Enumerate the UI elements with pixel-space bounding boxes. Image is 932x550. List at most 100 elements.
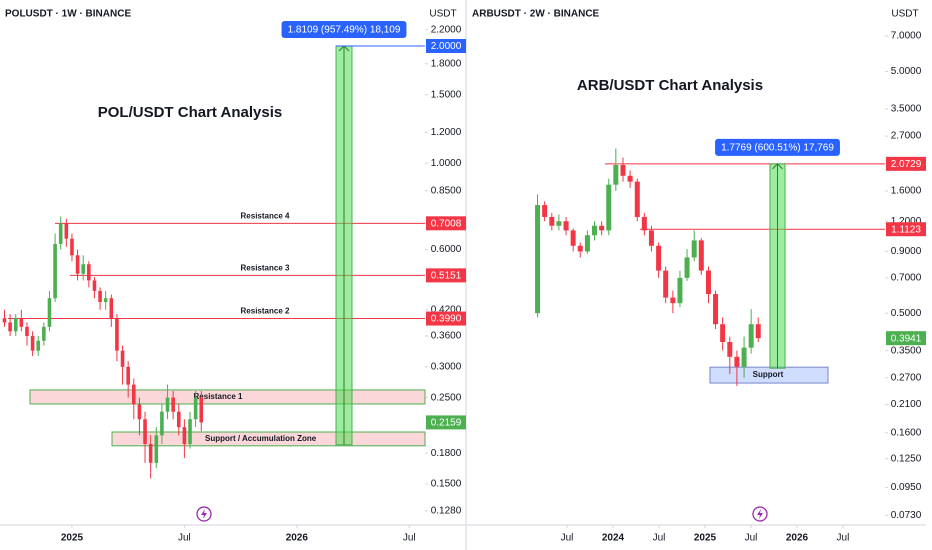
candle-body: [81, 264, 86, 274]
candle-body: [606, 184, 612, 231]
zone: [709, 366, 829, 384]
price-label: 0.2159: [431, 418, 462, 429]
resistance-label: Resistance 2: [241, 307, 290, 316]
candle-body: [641, 216, 647, 231]
x-tick-label: 2024: [602, 533, 625, 544]
candle-body: [42, 326, 46, 341]
price-label-box: [426, 38, 466, 53]
y-tick-label: 3.5000: [891, 103, 922, 114]
x-tick-label: Jul: [745, 533, 758, 544]
candle-body: [75, 255, 80, 274]
price-label-box: [886, 222, 926, 237]
resistance-label: Resistance 3: [241, 263, 290, 272]
zone-label: Support / Accumulation Zone: [205, 434, 317, 443]
replay-icon[interactable]: [196, 506, 212, 522]
x-tick-label: 2025: [694, 533, 717, 544]
candle-body: [137, 404, 142, 420]
candle-body: [577, 245, 583, 252]
candle-body: [188, 419, 192, 445]
y-tick-label: 1.5000: [431, 89, 462, 100]
candle-body: [656, 245, 662, 271]
price-label: 2.0729: [891, 159, 922, 170]
zone-label: Resistance 1: [194, 392, 243, 401]
measure-arrow-head: [772, 163, 783, 170]
y-tick-label: 0.1500: [431, 479, 462, 490]
y-tick-label: 1.0000: [431, 158, 462, 169]
y-tick-label: 0.1800: [431, 448, 462, 459]
measure-label-box: [715, 138, 840, 156]
y-tick-label: 1.8000: [431, 58, 462, 69]
price-label: 0.5151: [431, 271, 462, 282]
price-label: 1.1123: [891, 224, 921, 235]
y-tick-label: 0.0730: [891, 510, 922, 521]
candle-body: [53, 244, 57, 299]
candle-body: [720, 324, 726, 342]
candle-body: [570, 230, 576, 246]
candle-body: [115, 318, 119, 351]
candle-body: [620, 165, 626, 176]
y-tick-label: 0.1280: [431, 505, 462, 516]
candle-body: [70, 238, 74, 256]
y-tick-label: 1.2000: [891, 216, 922, 227]
measure-label-box: [281, 20, 407, 38]
chart-annotation-title: ARB/USDT Chart Analysis: [577, 77, 763, 94]
candle-body: [165, 397, 170, 412]
candle-body: [64, 223, 69, 239]
y-tick-label: 2.2000: [431, 25, 462, 36]
axis-unit: USDT: [891, 9, 918, 20]
candle-body: [87, 264, 91, 281]
zone-label: Support: [753, 370, 784, 379]
y-tick-label: 1.2000: [431, 127, 462, 138]
y-tick-label: 0.0950: [891, 482, 922, 493]
price-label-box: [426, 268, 466, 283]
measure-label: 1.8109 (957.49%) 18,109: [288, 25, 401, 36]
y-tick-label: 0.3500: [891, 345, 922, 356]
y-tick-label: 2.7000: [891, 131, 922, 142]
candle-body: [734, 356, 740, 367]
candle-body: [591, 225, 597, 236]
y-tick-label: 0.7000: [891, 272, 922, 283]
x-tick-label: 2026: [286, 533, 309, 544]
candle-body: [103, 298, 108, 303]
y-tick-label: 0.2500: [431, 392, 462, 403]
candle-body: [176, 411, 181, 428]
candle-body: [148, 444, 153, 463]
x-tick-label: Jul: [178, 533, 191, 544]
candle-body: [634, 181, 640, 217]
candle-body: [36, 340, 41, 351]
candle-body: [663, 270, 669, 298]
price-label-box: [426, 216, 466, 231]
y-tick-label: 0.9000: [891, 246, 922, 257]
candle-body: [13, 318, 18, 332]
candle-body: [154, 435, 159, 463]
candle-body: [755, 324, 761, 339]
candle-body: [691, 240, 697, 258]
candle-body: [542, 205, 548, 217]
candle-body: [584, 235, 590, 252]
y-tick-label: 5.0000: [891, 66, 922, 77]
y-tick-label: 7.0000: [891, 31, 922, 42]
candle-body: [613, 165, 619, 185]
candle-body: [109, 298, 114, 319]
y-tick-label: 0.1600: [891, 427, 922, 438]
x-tick-label: Jul: [653, 533, 666, 544]
candle-body: [713, 294, 719, 325]
candle-body: [727, 341, 733, 357]
candle-body: [92, 280, 97, 291]
candle-body: [30, 335, 35, 351]
candle-body: [171, 397, 175, 412]
resistance-label: Resistance 4: [241, 211, 290, 220]
candle-body: [126, 366, 130, 385]
candle-body: [627, 175, 633, 182]
price-label-box: [426, 415, 466, 430]
replay-icon[interactable]: [752, 506, 768, 522]
price-label-box: [886, 331, 926, 346]
y-tick-label: 0.6000: [431, 244, 462, 255]
symbol-header: ARBUSDT · 2W · BINANCE: [472, 9, 600, 20]
y-tick-label: 0.2700: [891, 373, 922, 384]
candle-body: [648, 230, 654, 246]
y-tick-label: 0.8500: [431, 185, 462, 196]
y-tick-label: 1.6000: [891, 186, 922, 197]
candle-body: [58, 223, 63, 245]
